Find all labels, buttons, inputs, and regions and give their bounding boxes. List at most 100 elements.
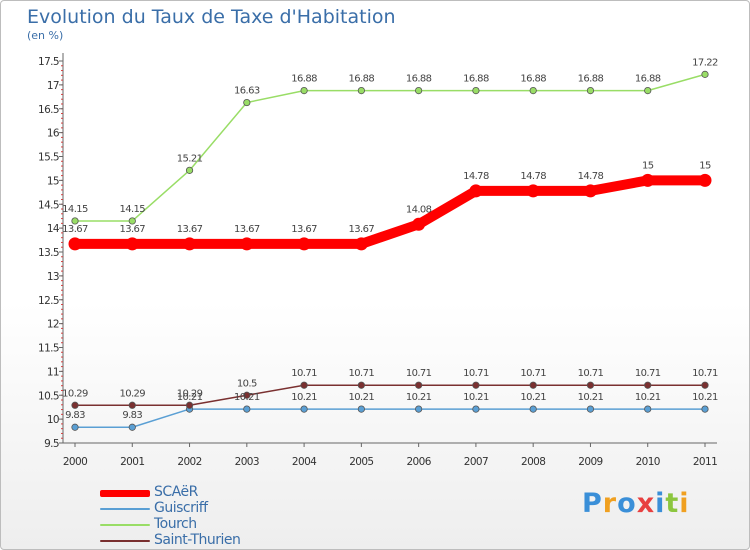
data-point-sca-r — [125, 237, 139, 251]
chart-title: Evolution du Taux de Taxe d'Habitation — [27, 6, 396, 28]
legend-swatch-scaer — [100, 490, 150, 497]
legend-label-scaer: SCAëR — [154, 484, 198, 500]
data-point-tourch — [71, 217, 79, 225]
data-label-tourch: 16.88 — [578, 74, 604, 85]
data-point-sca-r — [354, 237, 368, 251]
data-label-guiscriff: 10.21 — [349, 392, 375, 403]
legend-item-tourch: Tourch — [100, 516, 300, 532]
data-label-sca-r: 14.08 — [406, 204, 432, 215]
data-point-tourch — [529, 87, 537, 95]
y-tick-label: 10 — [47, 414, 59, 426]
data-label-saint-thurien: 10.29 — [62, 388, 88, 399]
y-tick-label: 13 — [47, 271, 59, 283]
logo-letter: x — [636, 488, 656, 519]
data-point-guiscriff — [472, 405, 480, 413]
data-label-guiscriff: 9.83 — [122, 410, 142, 421]
y-tick-label: 13.5 — [38, 247, 59, 259]
series-line-tourch — [74, 73, 706, 222]
y-tick-label: 16.5 — [38, 104, 59, 116]
legend-label-tourch: Tourch — [154, 516, 197, 532]
data-label-sca-r: 13.67 — [177, 224, 203, 235]
data-label-sca-r: 14.78 — [463, 171, 489, 182]
data-point-saint-thurien — [185, 401, 194, 409]
data-label-guiscriff: 10.21 — [406, 392, 432, 403]
y-tick-label: 14 — [47, 223, 60, 235]
data-point-sca-r — [583, 184, 597, 198]
x-tick-label: 2001 — [120, 456, 144, 468]
data-label-sca-r: 13.67 — [62, 224, 88, 235]
data-label-tourch: 14.15 — [62, 204, 88, 215]
data-label-saint-thurien: 10.71 — [463, 368, 489, 379]
x-tick-label: 2010 — [636, 456, 660, 468]
logo-letter: P — [582, 488, 603, 519]
data-point-tourch — [701, 70, 709, 78]
y-tick-label: 11 — [47, 366, 59, 378]
legend-swatch-guiscriff — [100, 508, 150, 510]
data-point-sca-r — [297, 237, 311, 251]
data-point-saint-thurien — [357, 381, 365, 389]
data-label-sca-r: 14.78 — [520, 171, 546, 182]
data-label-saint-thurien: 10.29 — [177, 388, 203, 399]
data-point-tourch — [357, 87, 365, 95]
data-label-saint-thurien: 10.71 — [692, 368, 718, 379]
proxiti-logo: Proxiti — [582, 488, 690, 519]
data-point-tourch — [243, 98, 251, 107]
x-tick-label: 2007 — [464, 456, 488, 468]
x-tick-label: 2011 — [693, 456, 717, 468]
data-point-guiscriff — [300, 405, 308, 413]
data-label-guiscriff: 10.21 — [692, 392, 718, 403]
data-label-tourch: 16.88 — [520, 74, 546, 85]
y-tick-label: 15.5 — [38, 152, 59, 164]
data-label-saint-thurien: 10.71 — [291, 368, 317, 379]
data-point-tourch — [586, 87, 595, 95]
data-label-saint-thurien: 10.29 — [119, 388, 145, 399]
data-point-saint-thurien — [128, 401, 136, 409]
x-tick-label: 2002 — [177, 456, 201, 468]
data-label-guiscriff: 10.21 — [578, 392, 604, 403]
x-tick-label: 2008 — [521, 456, 545, 468]
data-label-guiscriff: 10.21 — [177, 392, 203, 403]
logo-letter: o — [617, 488, 637, 519]
data-point-saint-thurien — [243, 391, 251, 399]
data-point-guiscriff — [529, 405, 537, 413]
x-tick-label: 2004 — [292, 456, 317, 468]
data-point-guiscriff — [243, 405, 251, 413]
series-line-guiscriff — [74, 408, 706, 428]
data-label-sca-r: 13.67 — [234, 224, 260, 235]
x-tick-label: 2005 — [349, 456, 373, 468]
y-tick-label: 16 — [47, 128, 60, 140]
data-point-sca-r — [240, 237, 254, 251]
series-line-saint-thurien — [74, 384, 706, 407]
y-tick-label: 14.5 — [38, 199, 59, 211]
data-point-saint-thurien — [472, 381, 480, 389]
series-line-sca-r — [70, 175, 710, 249]
logo-letter: t — [665, 488, 680, 519]
data-label-saint-thurien: 10.71 — [578, 368, 604, 379]
data-label-tourch: 16.88 — [349, 74, 375, 85]
data-point-sca-r — [698, 173, 712, 187]
data-label-guiscriff: 10.21 — [291, 392, 317, 403]
data-point-guiscriff — [415, 405, 423, 413]
x-tick-label: 2006 — [406, 456, 431, 468]
data-point-guiscriff — [586, 405, 595, 413]
data-label-sca-r: 13.67 — [349, 224, 375, 235]
data-label-saint-thurien: 10.71 — [349, 368, 375, 379]
data-point-tourch — [300, 87, 308, 95]
data-point-sca-r — [68, 237, 82, 251]
data-point-sca-r — [469, 184, 483, 198]
data-point-saint-thurien — [644, 381, 652, 389]
data-label-guiscriff: 10.21 — [635, 392, 661, 403]
y-tick-label: 9.5 — [44, 438, 59, 450]
data-point-saint-thurien — [529, 381, 537, 389]
data-point-guiscriff — [701, 405, 709, 413]
legend-swatch-tourch — [100, 524, 150, 526]
data-label-sca-r: 14.78 — [578, 171, 604, 182]
data-label-tourch: 16.88 — [463, 74, 489, 85]
data-label-sca-r: 15 — [642, 160, 654, 171]
data-label-saint-thurien: 10.5 — [237, 378, 257, 389]
data-label-saint-thurien: 10.71 — [520, 368, 546, 379]
data-point-saint-thurien — [415, 381, 423, 389]
data-point-saint-thurien — [586, 381, 595, 389]
data-label-saint-thurien: 10.71 — [635, 368, 661, 379]
y-tick-label: 10.5 — [38, 390, 59, 402]
